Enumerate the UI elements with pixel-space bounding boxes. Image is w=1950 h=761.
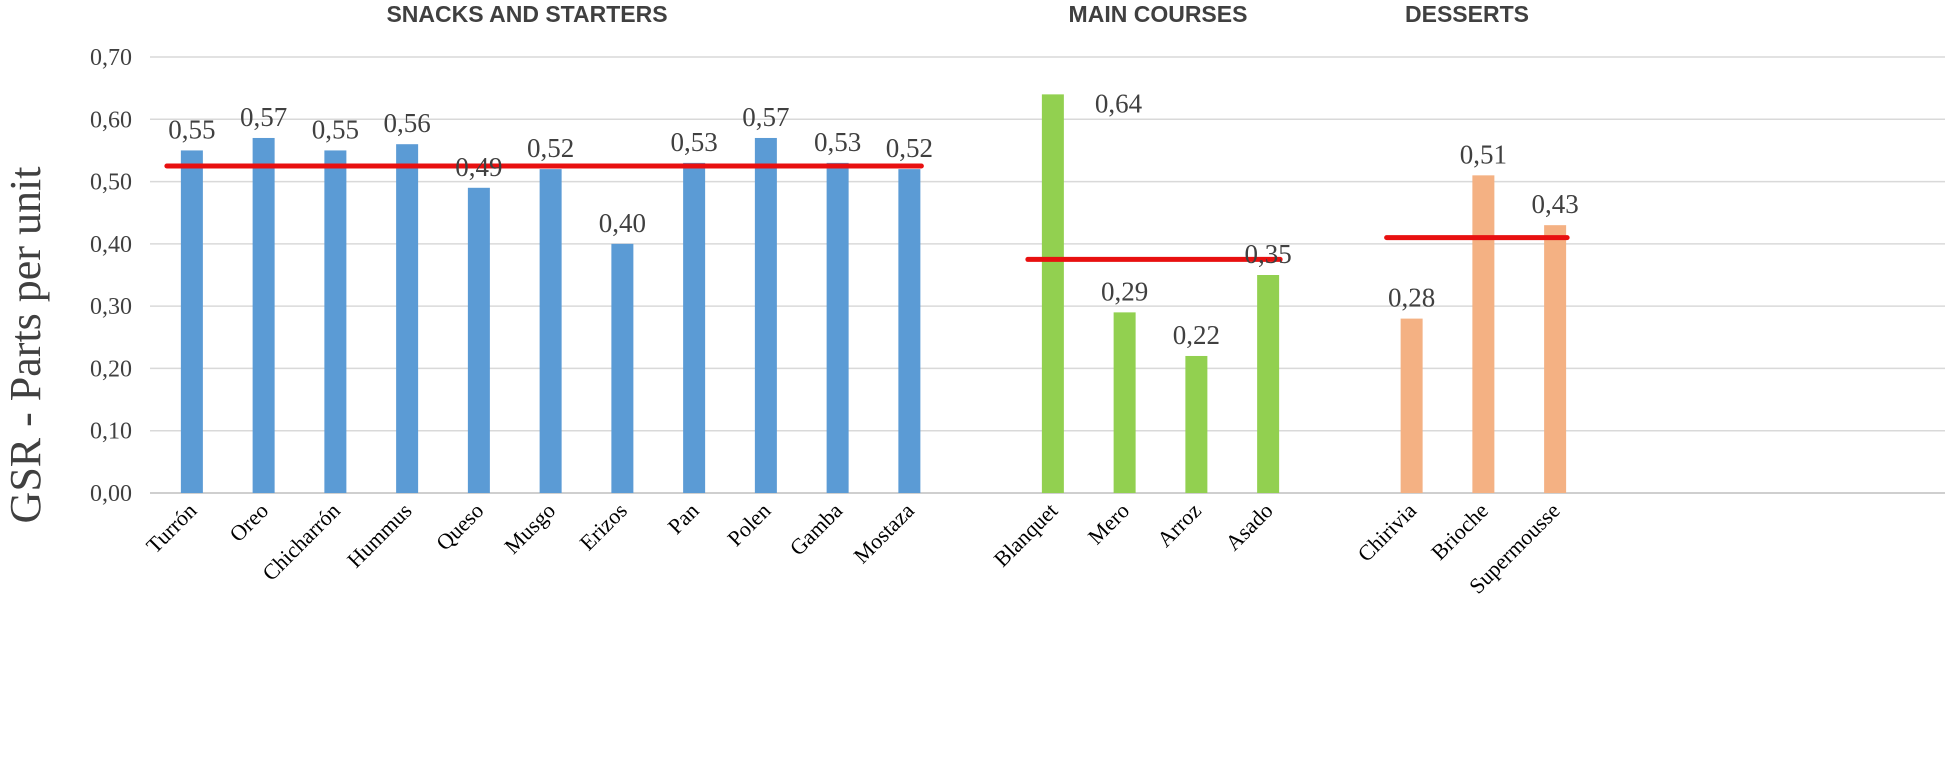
category-label: Gamba — [785, 498, 848, 561]
bar — [826, 162, 849, 493]
category-label: Turrón — [141, 498, 201, 558]
category-label: Musgo — [499, 498, 560, 559]
y-tick-label: 0,30 — [90, 294, 132, 320]
bar — [396, 144, 419, 493]
data-label: 0,53 — [671, 127, 718, 157]
bars — [180, 94, 1567, 494]
data-label: 0,55 — [312, 114, 359, 144]
category-label: Mero — [1083, 498, 1134, 549]
y-axis-label: GSR - Parts per unit — [1, 167, 50, 524]
bar — [324, 150, 347, 493]
group-titles: SNACKS AND STARTERS MAIN COURSES DESSERTS — [386, 1, 1529, 27]
bar — [1544, 225, 1567, 493]
data-label: 0,57 — [240, 102, 287, 132]
category-label: Hummus — [342, 498, 417, 573]
category-label: Oreo — [224, 498, 273, 547]
data-label: 0,55 — [168, 114, 215, 144]
y-tick-label: 0,50 — [90, 170, 132, 196]
category-label: Pan — [663, 498, 704, 539]
bar — [180, 150, 203, 493]
y-tick-label: 0,70 — [90, 45, 132, 71]
group-title: SNACKS AND STARTERS — [386, 1, 667, 27]
data-label: 0,22 — [1173, 320, 1220, 350]
group-title: MAIN COURSES — [1069, 1, 1248, 27]
category-label: Brioche — [1426, 498, 1493, 565]
category-label: Blanquet — [989, 498, 1063, 572]
bar — [1472, 175, 1495, 494]
data-label: 0,64 — [1095, 88, 1143, 118]
data-label: 0,40 — [599, 208, 646, 238]
data-label: 0,28 — [1388, 283, 1435, 313]
bar — [1185, 355, 1208, 493]
bar — [1113, 312, 1136, 493]
y-tick-label: 0,40 — [90, 232, 132, 258]
bar — [539, 169, 562, 493]
data-label: 0,43 — [1532, 189, 1579, 219]
bar — [1257, 275, 1280, 493]
data-label: 0,53 — [814, 127, 861, 157]
category-label: Chicharrón — [257, 498, 345, 586]
data-label: 0,57 — [742, 102, 789, 132]
average-lines — [164, 163, 1570, 262]
bar — [1400, 318, 1423, 493]
y-axis: 0,00 0,10 0,20 0,30 0,40 0,50 0,60 0,70 — [90, 45, 132, 507]
bar — [252, 137, 275, 493]
bar — [611, 243, 634, 493]
category-label: Erizos — [574, 498, 631, 555]
bar — [683, 162, 706, 493]
data-label: 0,52 — [527, 133, 574, 163]
category-label: Chirivia — [1352, 498, 1421, 567]
category-label: Mostaza — [849, 498, 920, 569]
data-label: 0,56 — [384, 108, 431, 138]
category-label: Arroz — [1152, 498, 1206, 552]
data-label: 0,52 — [886, 133, 933, 163]
data-label: 0,49 — [455, 152, 502, 182]
y-tick-label: 0,10 — [90, 419, 132, 445]
category-label: Asado — [1220, 498, 1277, 555]
data-label: 0,51 — [1460, 139, 1507, 169]
group-title: DESSERTS — [1405, 1, 1529, 27]
data-label: 0,29 — [1101, 276, 1148, 306]
bar — [898, 169, 921, 493]
data-labels: 0,55 0,57 0,55 0,56 0,49 0,52 0,40 0,53 0,57 0,53… — [168, 88, 1579, 350]
y-tick-label: 0,60 — [90, 107, 132, 133]
bar — [1041, 94, 1064, 493]
category-label: Queso — [431, 498, 488, 555]
bar — [754, 137, 777, 493]
bar — [467, 187, 490, 494]
data-label: 0,35 — [1245, 239, 1292, 269]
y-tick-label: 0,00 — [90, 481, 132, 507]
y-tick-label: 0,20 — [90, 356, 132, 382]
category-label: Polen — [722, 498, 775, 551]
